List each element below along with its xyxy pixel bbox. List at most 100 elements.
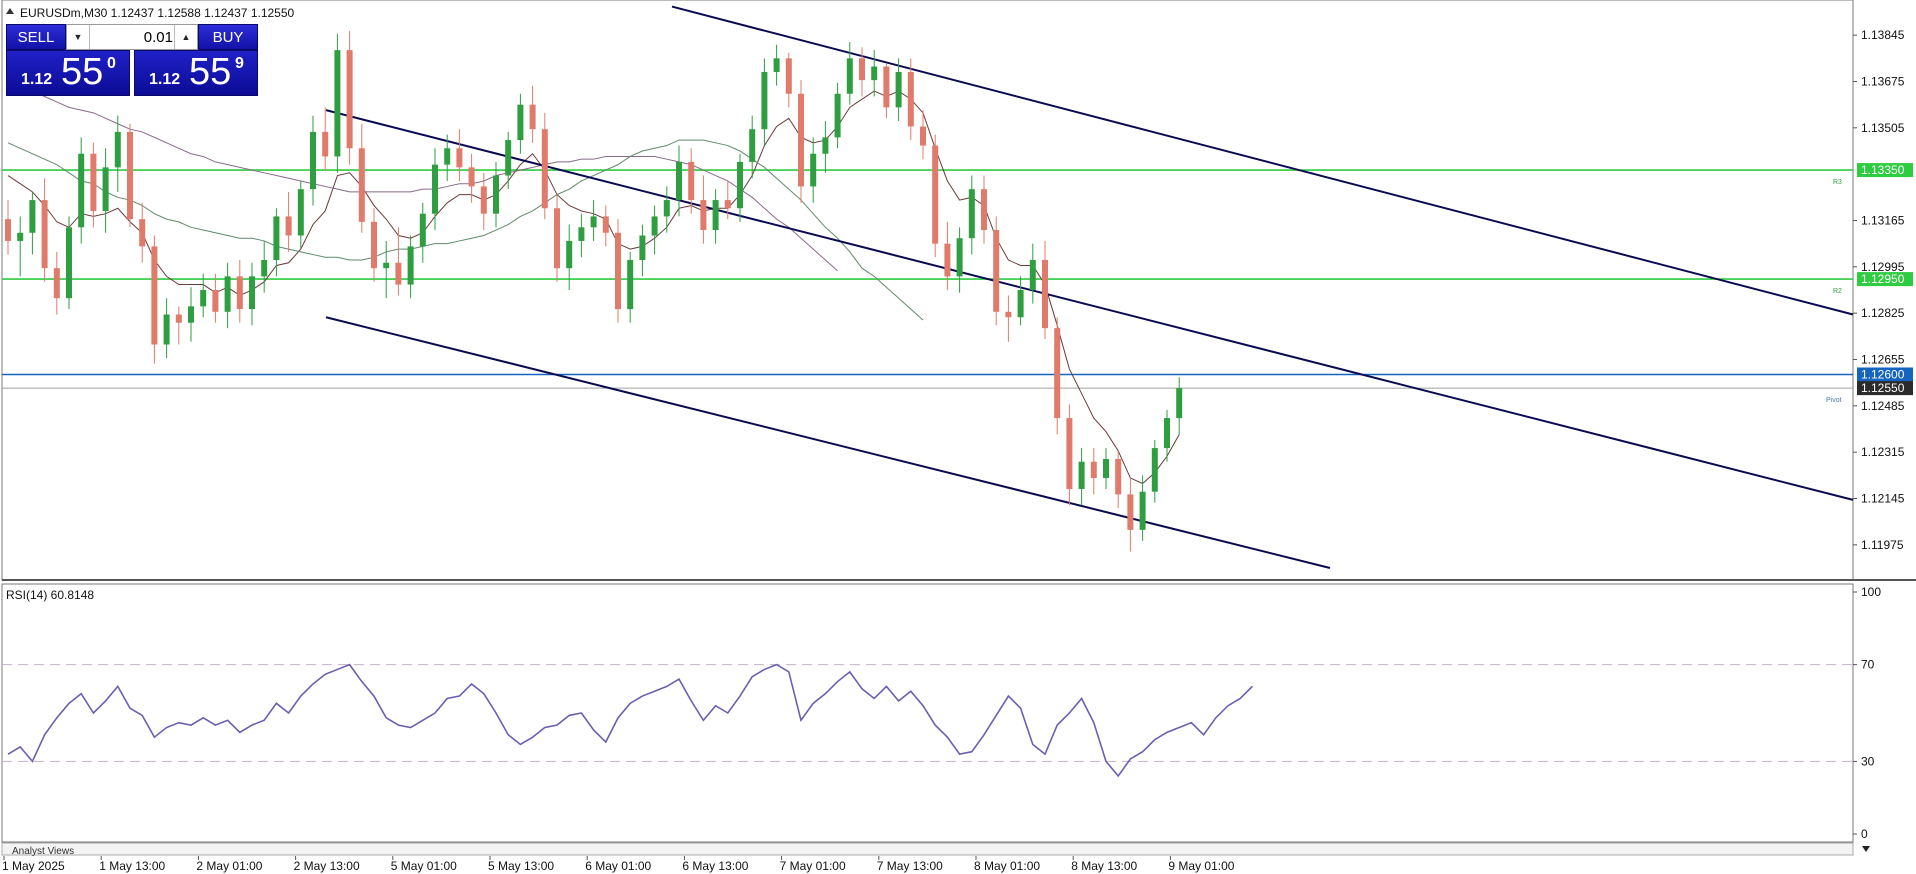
candle-body [1066, 418, 1073, 489]
time-tick-label: 9 May 01:00 [1168, 859, 1234, 873]
candle-body [517, 104, 524, 141]
candle-body [163, 314, 170, 345]
candle-body [968, 189, 975, 239]
time-tick-label: 6 May 13:00 [682, 859, 748, 873]
sell-price-button[interactable]: 1.12 55 0 [6, 50, 130, 96]
candle-body [883, 66, 890, 108]
candle-body [627, 260, 634, 310]
price-tick-label: 1.13505 [1861, 121, 1905, 135]
price-axis: 1.13845 1.13675 1.13505 1.13165 1.12995 1.128… [1853, 28, 1905, 552]
candle-body [846, 58, 853, 94]
candle-body [737, 161, 743, 209]
buy-price-pips: 55 [189, 51, 232, 93]
candle-body [358, 148, 365, 222]
candle-body [41, 200, 48, 269]
candle-body [200, 290, 207, 307]
buy-price-button[interactable]: 1.12 55 9 [134, 50, 258, 96]
price-tick-label: 1.12825 [1861, 306, 1905, 320]
level-tag-label: R2 [1833, 288, 1842, 295]
candle-body [1017, 290, 1024, 318]
candle-body [334, 50, 341, 157]
candle-body [224, 276, 231, 312]
level-price-tag [1857, 367, 1913, 382]
candle-body [529, 104, 536, 130]
candle-body [956, 238, 963, 277]
bottom-panel[interactable] [1, 842, 1854, 856]
candle-body [663, 200, 670, 217]
time-tick-label: 6 May 01:00 [585, 859, 651, 873]
candle-body [1115, 458, 1122, 495]
rsi-title: RSI(14) 60.8148 [6, 588, 94, 602]
sell-price-pips: 55 [61, 51, 104, 93]
candle-body [981, 189, 987, 231]
candle-body [432, 164, 438, 214]
chevron-down-icon[interactable] [1862, 846, 1870, 852]
candle-body [871, 66, 878, 81]
candle-body [175, 314, 182, 323]
level-tag-label: Pivot [1826, 397, 1842, 404]
candle-body [1090, 461, 1097, 479]
candle-body [785, 58, 792, 94]
candle-body [261, 260, 268, 277]
candle-body [236, 276, 243, 310]
candle-body [859, 58, 865, 81]
symbol-info: EURUSDm,M30 1.12437 1.12588 1.12437 1.12… [20, 6, 295, 20]
candle-body [505, 140, 512, 176]
candle-body [1164, 418, 1170, 449]
candle-body [285, 216, 292, 236]
lot-increase-icon[interactable]: ▲ [174, 25, 197, 49]
candle-body [724, 200, 731, 209]
time-tick-label: 7 May 13:00 [877, 859, 943, 873]
level-price-tag-label: 1.12550 [1861, 381, 1905, 395]
level-price-tag-label: 1.12950 [1861, 272, 1905, 286]
channel-line[interactable] [325, 316, 1331, 569]
candle-body [273, 216, 280, 261]
level-price-tag [1857, 272, 1913, 287]
candle-body [249, 276, 255, 310]
rsi-tick-label: 100 [1861, 585, 1881, 599]
candle-body [383, 262, 390, 269]
candle-body [90, 153, 97, 211]
lot-size-input[interactable] [91, 27, 173, 47]
candle-body [419, 213, 426, 247]
candle-body [127, 131, 133, 220]
candle-body [615, 232, 621, 310]
moving-average-line [7, 85, 838, 272]
channel-line[interactable] [325, 109, 1854, 501]
candle-body [749, 129, 756, 162]
triangle-up-icon[interactable] [6, 8, 14, 14]
one-click-trading-panel: SELL ▼ ▲ BUY 1.12 55 0 1.12 55 9 [6, 24, 258, 96]
time-tick-label: 2 May 13:00 [294, 859, 360, 873]
candle-body [1005, 311, 1012, 318]
price-plot: R3 R2 Pivot [2, 5, 1854, 569]
time-tick-label: 1 May 13:00 [99, 859, 165, 873]
sell-price-fraction: 0 [107, 55, 116, 72]
candle-body [993, 230, 1000, 312]
analyst-views-label: Analyst Views [12, 846, 74, 857]
candle-body [712, 200, 719, 231]
candle-body [566, 240, 573, 269]
candle-body [1042, 260, 1048, 329]
price-tick-label: 1.11975 [1861, 538, 1904, 552]
rsi-tick-label: 70 [1861, 658, 1875, 672]
candle-body [322, 131, 329, 157]
buy-button[interactable]: BUY [198, 24, 258, 50]
level-price-tag-label: 1.13350 [1861, 163, 1905, 177]
channel-line[interactable] [671, 5, 1854, 316]
rsi-plot [2, 663, 1853, 778]
rsi-tick-label: 30 [1861, 754, 1875, 768]
price-tick-label: 1.12485 [1861, 399, 1905, 413]
time-tick-label: 8 May 01:00 [974, 859, 1040, 873]
candle-body [53, 268, 60, 299]
candle-body [688, 161, 695, 201]
candle-body [212, 290, 219, 312]
candle-body [822, 137, 829, 154]
level-tag-label: R3 [1833, 179, 1842, 186]
candle-body [700, 200, 707, 231]
candle-body [395, 262, 402, 285]
time-tick-label: 5 May 13:00 [488, 859, 554, 873]
lot-decrease-icon[interactable]: ▼ [67, 25, 90, 49]
sell-button[interactable]: SELL [6, 24, 66, 50]
